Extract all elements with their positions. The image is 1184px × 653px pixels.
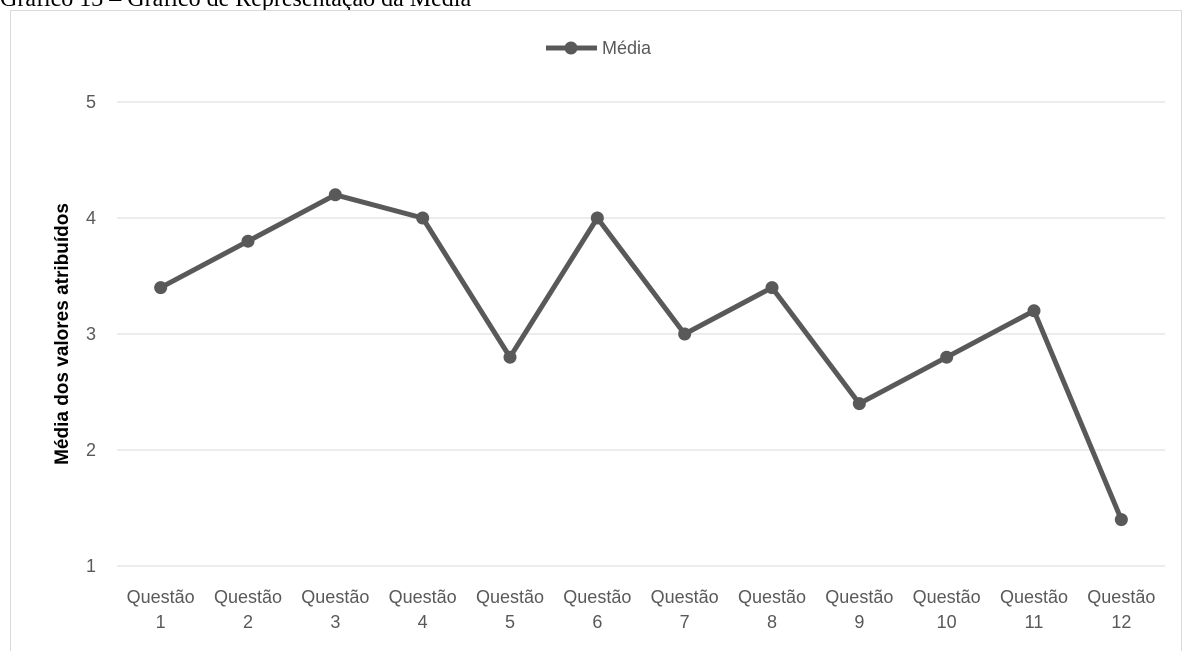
data-point xyxy=(590,211,604,225)
legend: Média xyxy=(546,38,652,58)
data-point xyxy=(940,350,954,364)
series-line xyxy=(159,192,1124,521)
x-tick-label: Questão 2 xyxy=(214,587,282,632)
chart-frame xyxy=(10,10,1182,651)
y-axis-ticks: 1 2 3 4 5 xyxy=(86,92,96,576)
x-tick-label: Questão 4 xyxy=(389,587,457,632)
x-tick-label: Questão 7 xyxy=(651,587,719,632)
x-tick-label: Questão 1 xyxy=(127,587,195,632)
data-point xyxy=(241,234,255,248)
data-point xyxy=(1027,304,1041,318)
y-tick-label: 5 xyxy=(86,92,96,112)
x-tick-label: Questão 10 xyxy=(913,587,981,632)
legend-label: Média xyxy=(602,38,652,58)
data-point xyxy=(154,281,168,295)
figure-caption: Gráfico 13 – Gráfico de Representação da… xyxy=(0,0,471,13)
x-tick-label: Questão 12 xyxy=(1087,587,1155,632)
data-point xyxy=(328,188,342,202)
y-tick-label: 3 xyxy=(86,324,96,344)
y-axis-label: Média dos valores atribuídos xyxy=(52,203,73,465)
data-point xyxy=(503,350,517,364)
x-tick-label: Questão 9 xyxy=(825,587,893,632)
data-point xyxy=(765,281,779,295)
x-tick-label: Questão 5 xyxy=(476,587,544,632)
y-tick-label: 4 xyxy=(86,208,96,228)
data-point xyxy=(852,397,866,411)
data-point xyxy=(1114,513,1128,527)
x-tick-label: Questão 3 xyxy=(301,587,369,632)
x-tick-label: Questão 8 xyxy=(738,587,806,632)
data-point xyxy=(678,327,692,341)
x-tick-label: Questão 6 xyxy=(563,587,631,632)
series-media xyxy=(154,188,1128,527)
y-tick-label: 1 xyxy=(86,556,96,576)
y-tick-label: 2 xyxy=(86,440,96,460)
x-axis-ticks: Questão 1 Questão 2 Questão 3 Questão 4 Questão 5… xyxy=(127,587,1156,632)
data-point xyxy=(416,211,430,225)
gridlines xyxy=(117,101,1165,567)
x-tick-label: Questão 11 xyxy=(1000,587,1068,632)
legend-point-marker xyxy=(564,41,578,55)
